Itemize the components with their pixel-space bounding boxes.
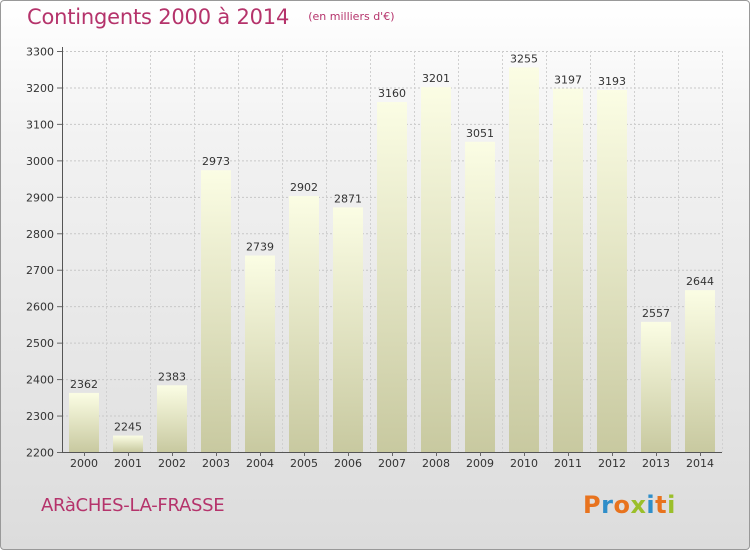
value-label: 2902: [290, 181, 318, 194]
x-tick-label: 2002: [158, 457, 186, 470]
bar-2010: [509, 67, 539, 453]
y-tick-label: 3200: [26, 82, 54, 95]
bar-2000: [69, 392, 99, 452]
logo-letter: i: [667, 491, 676, 519]
value-label: 2739: [246, 241, 274, 254]
logo-letter: i: [646, 491, 656, 519]
logo-letter: x: [630, 491, 647, 519]
logo-letter: r: [601, 491, 614, 519]
title-row: Contingents 2000 à 2014 (en milliers d'€…: [27, 5, 395, 29]
chart-subtitle: (en milliers d'€): [308, 10, 395, 23]
bar-2007: [377, 102, 407, 452]
x-tick-label: 2000: [70, 457, 98, 470]
bar-2012: [597, 90, 627, 453]
bar-2006: [333, 207, 363, 452]
bar-2002: [157, 385, 187, 452]
logo-letter: t: [655, 491, 668, 519]
value-label: 2973: [202, 155, 230, 168]
y-tick-label: 2400: [26, 374, 54, 387]
bar-2008: [421, 87, 451, 452]
y-tick-label: 2700: [26, 264, 54, 277]
x-tick-label: 2001: [114, 457, 142, 470]
bar-2001: [113, 435, 143, 452]
y-tick-label: 2200: [26, 447, 54, 460]
x-tick-label: 2003: [202, 457, 230, 470]
logo-letter: P: [583, 491, 602, 519]
x-tick-label: 2012: [598, 457, 626, 470]
x-tick-label: 2005: [290, 457, 318, 470]
bar-2003: [201, 170, 231, 452]
value-label: 3201: [422, 72, 450, 85]
value-label: 2644: [686, 275, 714, 288]
x-tick-label: 2013: [642, 457, 670, 470]
y-tick-label: 2900: [26, 191, 54, 204]
bar-2005: [289, 196, 319, 452]
y-tick-label: 2800: [26, 228, 54, 241]
value-label: 3160: [378, 87, 406, 100]
chart-title: Contingents 2000 à 2014: [27, 5, 290, 29]
axes: 2200 2300 2400 2500 2600 2700 2800 2900 3000 3100…: [26, 46, 722, 470]
x-tick-label: 2006: [334, 457, 362, 470]
x-tick-label: 2009: [466, 457, 494, 470]
proxiti-logo[interactable]: Proxiti: [583, 491, 676, 519]
y-tick-label: 3300: [26, 46, 54, 59]
value-label: 2383: [158, 370, 186, 383]
bars: [69, 67, 715, 453]
value-label: 2557: [642, 307, 670, 320]
value-label: 3197: [554, 74, 582, 87]
y-tick-label: 2300: [26, 410, 54, 423]
bar-2014: [685, 290, 715, 452]
value-labels: 2362 2245 2383 2973 2739 2902 2871 3160 3201 3051…: [70, 52, 714, 433]
value-label: 3193: [598, 75, 626, 88]
value-label: 3255: [510, 52, 538, 65]
y-tick-label: 3000: [26, 155, 54, 168]
y-tick-label: 2500: [26, 337, 54, 350]
x-tick-label: 2010: [510, 457, 538, 470]
x-tick-label: 2008: [422, 457, 450, 470]
commune-name: ARàCHES-LA-FRASSE: [41, 495, 225, 516]
x-tick-label: 2011: [554, 457, 582, 470]
y-tick-label: 2600: [26, 301, 54, 314]
logo-letter: o: [613, 491, 631, 519]
x-tick-label: 2007: [378, 457, 406, 470]
x-tick-label: 2004: [246, 457, 274, 470]
x-tick-label: 2014: [686, 457, 714, 470]
value-label: 2871: [334, 192, 362, 205]
value-label: 3051: [466, 127, 494, 140]
bar-2009: [465, 141, 495, 452]
y-tick-label: 3100: [26, 118, 54, 131]
value-label: 2245: [114, 421, 142, 434]
value-label: 2362: [70, 378, 98, 391]
bar-2011: [553, 88, 583, 452]
bar-2013: [641, 321, 671, 452]
bar-2004: [245, 255, 275, 452]
